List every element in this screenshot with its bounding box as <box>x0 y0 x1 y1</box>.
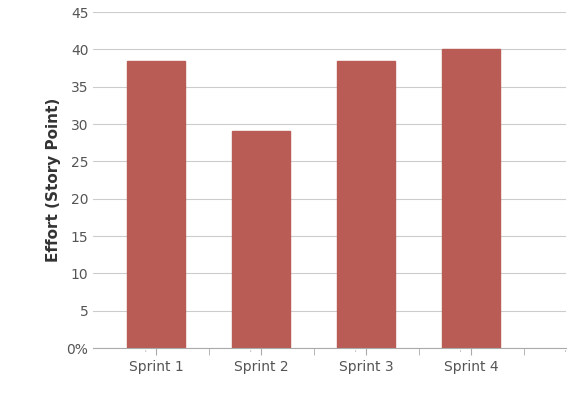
Y-axis label: Effort (Story Point): Effort (Story Point) <box>46 98 61 262</box>
Bar <box>232 132 290 348</box>
Bar <box>127 60 185 348</box>
Bar <box>337 60 395 348</box>
Bar <box>442 49 500 348</box>
